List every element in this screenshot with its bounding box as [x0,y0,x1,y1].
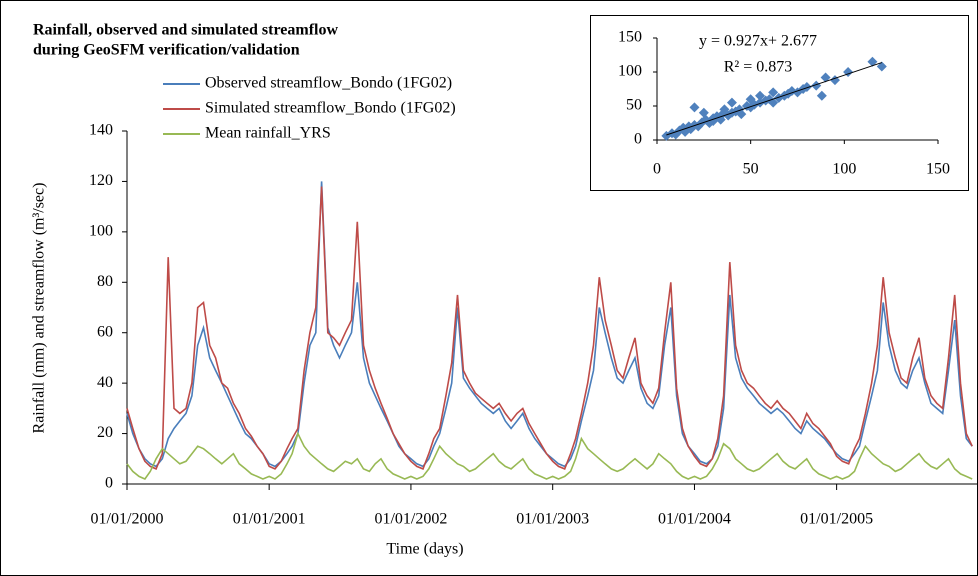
inset-plot: 0 50 100 150 0 50 100 150 y = 0.927x+ 2.677 R² = … [618,29,950,178]
y-tick-label: 100 [89,223,113,240]
scatter-point [768,87,779,98]
x-tick-label: 01/01/2001 [233,511,306,528]
y-tick-label: 100 [618,63,642,80]
x-tick-label: 01/01/2003 [516,511,589,528]
scatter-point [736,109,747,120]
scatter-point [755,90,766,101]
x-tick-label: 01/01/2004 [658,511,731,528]
series-line [126,431,973,480]
y-tick-label: 120 [89,172,113,189]
y-tick-label: 20 [97,424,113,441]
x-tick-label: 0 [653,161,661,178]
y-tick-label: 80 [97,273,113,290]
chart-title: Rainfall, observed and simulated streamf… [33,22,338,39]
y-tick-label: 40 [97,374,113,391]
y-tick-label: 60 [97,323,113,340]
scatter-point [689,102,700,113]
scatter-point [801,81,812,92]
chart-title: during GeoSFM verification/validation [33,42,300,59]
y-axis-label: Rainfall (mm) and streamflow (m³/sec) [31,183,48,434]
x-tick-label: 50 [743,161,759,178]
legend-label: Observed streamflow_Bondo (1FG02) [205,75,452,92]
x-tick-label: 100 [832,161,856,178]
y-tick-label: 150 [618,29,642,46]
scatter-point [726,97,737,108]
series-line [126,186,973,470]
scatter-point [816,90,827,101]
y-tick-label: 50 [626,97,642,114]
x-tick-label: 150 [926,161,950,178]
scatter-point [876,61,887,72]
x-tick-label: 01/01/2000 [91,511,164,528]
scatter-point [820,72,831,83]
x-tick-label: 01/01/2005 [800,511,873,528]
scatter-point [811,80,822,91]
inset-frame [590,15,969,191]
y-tick-label: 0 [105,475,113,492]
r-squared-label: R² = 0.873 [724,59,793,76]
y-tick-label: 140 [89,122,113,139]
scatter-point [867,56,878,67]
legend-label: Simulated streamflow_Bondo (1FG02) [205,100,456,117]
equation-label: y = 0.927x+ 2.677 [699,33,817,50]
y-tick-label: 0 [634,131,642,148]
legend-label: Mean rainfall_YRS [205,125,331,142]
trendline [666,62,882,136]
x-axis-label: Time (days) [386,541,463,558]
x-tick-label: 01/01/2002 [374,511,447,528]
